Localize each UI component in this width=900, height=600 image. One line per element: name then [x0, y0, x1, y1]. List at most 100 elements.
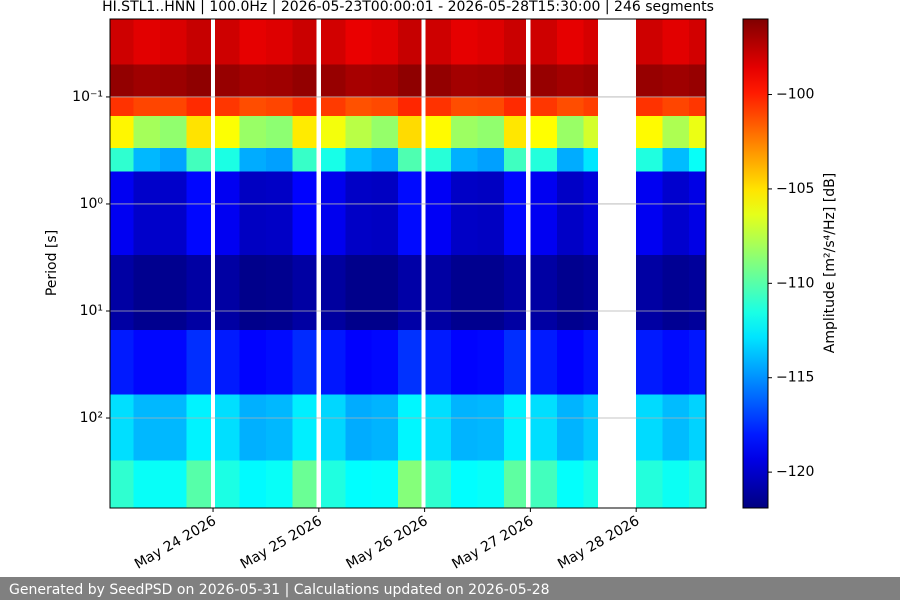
heatmap-cell [265, 394, 293, 461]
heatmap-cell [503, 96, 527, 116]
heatmap-cell [186, 394, 211, 461]
footer-bar [0, 577, 900, 600]
y-axis-label: Period [s] [44, 230, 60, 296]
heatmap-cell [556, 171, 584, 256]
heatmap-cell [110, 115, 134, 148]
heatmap-cell [662, 255, 690, 330]
heatmap-cell [636, 460, 663, 508]
heatmap-cell [477, 115, 504, 148]
heatmap-cell [636, 64, 663, 97]
heatmap-cell [110, 147, 134, 172]
heatmap-cell [398, 255, 422, 330]
heatmap-cell [583, 394, 599, 461]
heatmap-cell [133, 460, 161, 508]
heatmap-cell [133, 171, 161, 256]
heatmap-cell [345, 460, 372, 508]
heatmap-cell [636, 147, 663, 172]
heatmap-cell [477, 460, 504, 508]
colorbar-tick-label: −120 [776, 464, 814, 480]
heatmap-cell [239, 460, 266, 508]
heatmap-cell [160, 329, 187, 395]
heatmap-cell [133, 96, 161, 116]
heatmap-cell [689, 115, 706, 148]
heatmap-cell [398, 394, 422, 461]
heatmap-cell [451, 255, 478, 330]
heatmap-cell [583, 171, 599, 256]
heatmap-cell [662, 171, 690, 256]
x-tick-label: May 27 2026 [449, 513, 536, 573]
heatmap-cell [110, 255, 134, 330]
x-tick-label: May 24 2026 [132, 513, 219, 573]
heatmap-cell [398, 64, 422, 97]
x-tick-label: May 25 2026 [238, 513, 325, 573]
heatmap-cell [662, 460, 690, 508]
heatmap-cell [265, 64, 293, 97]
heatmap-cell [133, 255, 161, 330]
heatmap-cell [689, 394, 706, 461]
heatmap-cell [110, 64, 134, 97]
heatmap-cell [239, 255, 266, 330]
colorbar [742, 18, 769, 509]
heatmap-cell [265, 115, 293, 148]
heatmap-cell [110, 96, 134, 116]
heatmap-cell [556, 460, 584, 508]
heatmap-cell [160, 64, 187, 97]
plot-frame [109, 18, 707, 509]
heatmap-cell [556, 394, 584, 461]
heatmap-cell [451, 96, 478, 116]
y-tick-label: 10⁰ [80, 196, 104, 212]
heatmap-cell [345, 147, 372, 172]
heatmap-cell [345, 394, 372, 461]
heatmap-cell [265, 329, 293, 395]
heatmap-cell [530, 115, 557, 148]
heatmap-cell [239, 329, 266, 395]
heatmap-cell [425, 394, 452, 461]
heatmap-cell [292, 147, 317, 172]
heatmap-cell [425, 171, 452, 256]
heatmap-cell [160, 115, 187, 148]
heatmap-cell [583, 460, 599, 508]
heatmap-cell [451, 115, 478, 148]
heatmap-cell [345, 329, 372, 395]
x-tick-label: May 28 2026 [555, 513, 642, 573]
heatmap-cell [371, 96, 399, 116]
heatmap-cell [556, 147, 584, 172]
heatmap-cell [345, 171, 372, 256]
y-tick-label: 10² [80, 410, 103, 426]
heatmap-cell [583, 19, 599, 65]
heatmap-cell [160, 255, 187, 330]
heatmap-cell [186, 96, 211, 116]
heatmap-cell [503, 329, 527, 395]
heatmap-cell [160, 19, 187, 65]
heatmap-cell [239, 19, 266, 65]
colorbar-tick-label: −110 [776, 275, 814, 291]
heatmap-cell [133, 64, 161, 97]
heatmap-cell [186, 115, 211, 148]
heatmap-cell [215, 171, 240, 256]
heatmap-cell [425, 460, 452, 508]
heatmap-cell [133, 394, 161, 461]
heatmap-cell [265, 19, 293, 65]
heatmap-cell [320, 115, 346, 148]
heatmap-cell [425, 96, 452, 116]
heatmap-cell [239, 394, 266, 461]
heatmap-cell [133, 329, 161, 395]
heatmap-cell [371, 394, 399, 461]
heatmap-cell [425, 64, 452, 97]
heatmap-cell [398, 19, 422, 65]
heatmap-cell [160, 460, 187, 508]
heatmap-cell [530, 171, 557, 256]
heatmap-cell [398, 115, 422, 148]
heatmap-cell [371, 64, 399, 97]
heatmap-cell [556, 19, 584, 65]
heatmap-cell [689, 460, 706, 508]
heatmap-cell [503, 460, 527, 508]
heatmap-cell [530, 460, 557, 508]
heatmap-cell [477, 19, 504, 65]
heatmap-cell [583, 255, 599, 330]
heatmap-cell [215, 394, 240, 461]
heatmap-cell [451, 329, 478, 395]
heatmap-cell [662, 147, 690, 172]
heatmap-cell [477, 64, 504, 97]
heatmap-cell [503, 255, 527, 330]
